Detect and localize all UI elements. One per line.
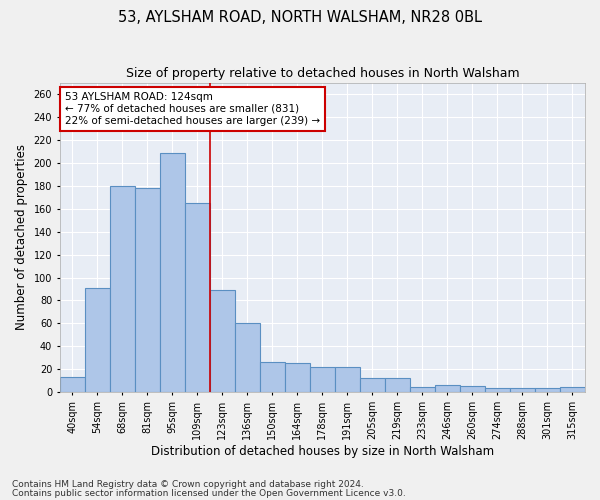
Bar (260, 362, 285, 392)
X-axis label: Distribution of detached houses by size in North Walsham: Distribution of detached houses by size … (151, 444, 494, 458)
Bar (410, 388, 435, 392)
Bar (110, 186, 135, 392)
Bar (435, 385, 460, 392)
Y-axis label: Number of detached properties: Number of detached properties (15, 144, 28, 330)
Bar (210, 290, 235, 392)
Text: Contains public sector information licensed under the Open Government Licence v3: Contains public sector information licen… (12, 488, 406, 498)
Bar (535, 388, 560, 392)
Bar (335, 367, 360, 392)
Bar (135, 188, 160, 392)
Bar (235, 324, 260, 392)
Text: Contains HM Land Registry data © Crown copyright and database right 2024.: Contains HM Land Registry data © Crown c… (12, 480, 364, 489)
Bar (460, 386, 485, 392)
Bar (385, 378, 410, 392)
Bar (485, 388, 510, 392)
Text: 53, AYLSHAM ROAD, NORTH WALSHAM, NR28 0BL: 53, AYLSHAM ROAD, NORTH WALSHAM, NR28 0B… (118, 10, 482, 25)
Bar (160, 153, 185, 392)
Bar (185, 203, 210, 392)
Title: Size of property relative to detached houses in North Walsham: Size of property relative to detached ho… (125, 68, 519, 80)
Bar (360, 378, 385, 392)
Bar (310, 367, 335, 392)
Bar (60, 377, 85, 392)
Bar (560, 388, 585, 392)
Text: 53 AYLSHAM ROAD: 124sqm
← 77% of detached houses are smaller (831)
22% of semi-d: 53 AYLSHAM ROAD: 124sqm ← 77% of detache… (65, 92, 320, 126)
Bar (510, 388, 535, 392)
Bar (285, 364, 310, 392)
Bar (85, 288, 110, 392)
